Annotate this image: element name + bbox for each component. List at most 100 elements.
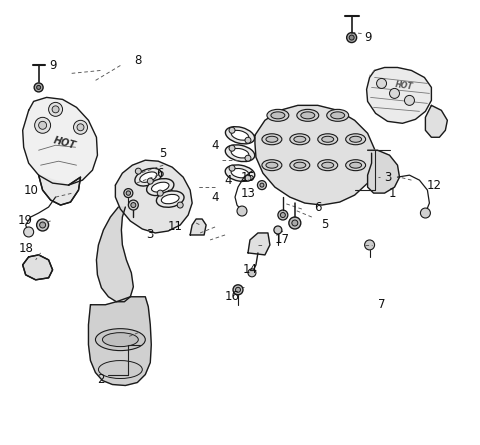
- Ellipse shape: [322, 136, 334, 142]
- Circle shape: [167, 190, 173, 196]
- Text: 3: 3: [384, 170, 391, 184]
- Circle shape: [48, 102, 62, 116]
- Ellipse shape: [346, 134, 366, 145]
- Ellipse shape: [318, 134, 338, 145]
- Text: 8: 8: [134, 54, 142, 67]
- Text: 11: 11: [168, 220, 183, 234]
- Text: 17: 17: [275, 234, 289, 247]
- Circle shape: [245, 137, 251, 143]
- Circle shape: [292, 220, 298, 226]
- Ellipse shape: [267, 109, 289, 121]
- Ellipse shape: [225, 165, 255, 182]
- Circle shape: [248, 269, 256, 277]
- Ellipse shape: [152, 182, 169, 192]
- Ellipse shape: [271, 112, 285, 119]
- Text: 4: 4: [211, 139, 219, 152]
- Text: 19: 19: [18, 214, 33, 227]
- Ellipse shape: [266, 136, 278, 142]
- Ellipse shape: [231, 169, 249, 178]
- Ellipse shape: [266, 162, 278, 168]
- Text: 10: 10: [23, 184, 38, 197]
- Ellipse shape: [327, 109, 348, 121]
- Ellipse shape: [318, 160, 338, 171]
- Circle shape: [390, 89, 399, 98]
- Text: 2: 2: [96, 373, 104, 386]
- Circle shape: [177, 202, 183, 208]
- Circle shape: [280, 213, 285, 218]
- Circle shape: [147, 178, 153, 184]
- Polygon shape: [96, 207, 133, 302]
- Text: 4: 4: [224, 174, 232, 186]
- Circle shape: [36, 85, 41, 89]
- Circle shape: [377, 78, 386, 89]
- Ellipse shape: [290, 134, 310, 145]
- Circle shape: [73, 120, 87, 134]
- Ellipse shape: [290, 160, 310, 171]
- Circle shape: [34, 83, 43, 92]
- Circle shape: [405, 95, 414, 105]
- Text: 14: 14: [242, 263, 257, 276]
- Circle shape: [229, 127, 235, 134]
- Circle shape: [349, 35, 354, 40]
- Polygon shape: [368, 150, 399, 193]
- Text: 9: 9: [364, 31, 372, 44]
- Circle shape: [233, 285, 243, 295]
- Circle shape: [77, 124, 84, 131]
- Circle shape: [229, 145, 235, 151]
- Ellipse shape: [231, 149, 249, 158]
- Ellipse shape: [301, 112, 315, 119]
- Circle shape: [347, 32, 357, 43]
- Ellipse shape: [262, 160, 282, 171]
- Circle shape: [237, 206, 247, 216]
- Ellipse shape: [226, 127, 254, 144]
- Circle shape: [128, 200, 138, 210]
- Polygon shape: [248, 233, 270, 255]
- Polygon shape: [115, 160, 192, 233]
- Text: 9: 9: [49, 59, 56, 72]
- Text: 13: 13: [240, 186, 255, 200]
- Circle shape: [126, 191, 131, 195]
- Circle shape: [52, 106, 59, 113]
- Polygon shape: [23, 97, 97, 185]
- Circle shape: [420, 208, 431, 218]
- Ellipse shape: [135, 168, 162, 186]
- Polygon shape: [88, 297, 151, 385]
- Text: 18: 18: [18, 243, 33, 255]
- Polygon shape: [23, 255, 53, 280]
- Ellipse shape: [140, 172, 157, 182]
- Circle shape: [245, 155, 251, 161]
- Circle shape: [155, 180, 161, 186]
- Circle shape: [245, 175, 251, 181]
- Ellipse shape: [161, 194, 179, 204]
- Polygon shape: [367, 68, 432, 123]
- Circle shape: [289, 217, 301, 229]
- Circle shape: [274, 226, 282, 234]
- Polygon shape: [38, 175, 81, 205]
- Ellipse shape: [156, 191, 184, 207]
- Circle shape: [24, 227, 34, 237]
- Ellipse shape: [102, 333, 138, 347]
- Ellipse shape: [294, 162, 306, 168]
- Ellipse shape: [294, 136, 306, 142]
- Polygon shape: [190, 219, 206, 235]
- Ellipse shape: [346, 160, 366, 171]
- Ellipse shape: [146, 178, 174, 196]
- Circle shape: [278, 210, 288, 220]
- Circle shape: [36, 219, 48, 231]
- Circle shape: [124, 189, 133, 198]
- Circle shape: [135, 168, 141, 174]
- Ellipse shape: [262, 134, 282, 145]
- Text: HOT: HOT: [395, 80, 414, 91]
- Circle shape: [38, 121, 47, 129]
- Ellipse shape: [96, 329, 145, 351]
- Text: 1: 1: [389, 186, 396, 200]
- Text: 6: 6: [156, 167, 164, 180]
- Circle shape: [260, 183, 264, 187]
- Text: HOT: HOT: [52, 135, 77, 151]
- Circle shape: [236, 287, 240, 292]
- Circle shape: [131, 202, 136, 207]
- Circle shape: [40, 222, 46, 228]
- Circle shape: [35, 117, 50, 134]
- Text: 12: 12: [427, 178, 442, 192]
- Text: 15: 15: [240, 170, 255, 184]
